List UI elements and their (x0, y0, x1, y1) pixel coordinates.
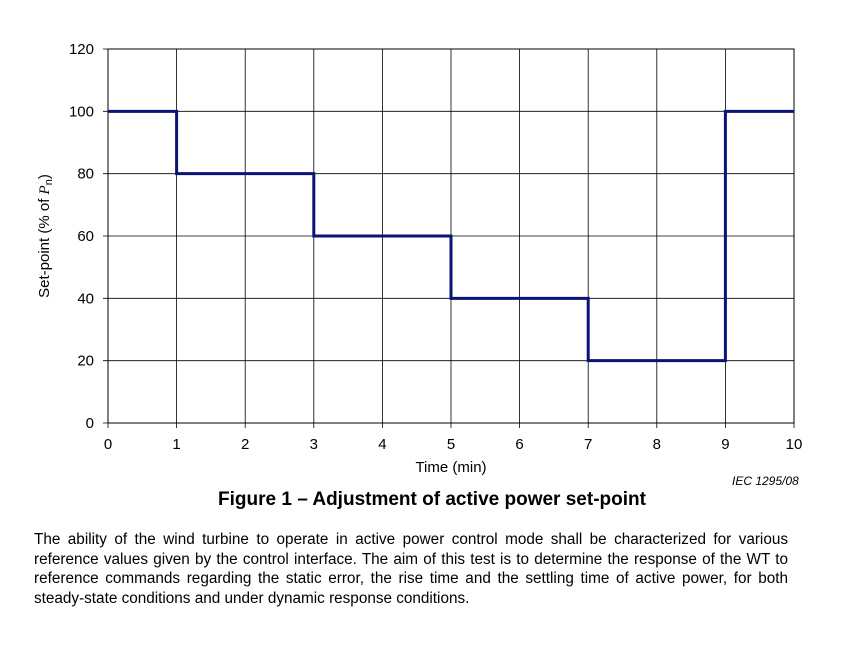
y-tick-label: 0 (86, 415, 94, 432)
x-axis-label: Time (min) (415, 459, 486, 476)
y-tick-label: 100 (69, 103, 94, 120)
x-tick-label: 9 (721, 436, 729, 453)
body-paragraph: The ability of the wind turbine to opera… (34, 531, 788, 607)
y-tick-label: 20 (77, 353, 94, 370)
x-axis-ticks: 0 1 2 3 4 5 6 7 8 9 10 (104, 436, 803, 453)
x-tick-label: 4 (378, 436, 386, 453)
plot-area (107, 48, 795, 424)
y-tick-label: 60 (77, 228, 94, 245)
x-tick-label: 7 (584, 436, 592, 453)
y-tick-label: 120 (69, 41, 94, 58)
x-tick-label: 8 (653, 436, 661, 453)
x-tick-label: 0 (104, 436, 112, 453)
source-note: IEC 1295/08 (732, 474, 799, 488)
series-group (108, 109, 794, 363)
figure-caption: Figure 1 – Adjustment of active power se… (218, 489, 646, 510)
y-axis-label: Set-point (% of Pn) (36, 174, 55, 298)
y-axis-label-main: Set-point (% of (36, 194, 53, 297)
y-tick-label: 40 (77, 290, 94, 307)
x-tick-label: 5 (447, 436, 455, 453)
x-tick-label: 3 (310, 436, 318, 453)
y-axis-ticks: 0 20 40 60 80 100 120 (69, 41, 94, 432)
x-tick-label: 10 (786, 436, 803, 453)
x-tick-label: 1 (172, 436, 180, 453)
grid (103, 48, 795, 428)
x-tick-label: 2 (241, 436, 249, 453)
y-axis-label-sub: n (43, 179, 55, 185)
y-axis-label-var: P (37, 185, 53, 195)
y-axis-label-close: ) (36, 174, 53, 179)
series-line (108, 109, 794, 363)
x-tick-label: 6 (515, 436, 523, 453)
y-tick-label: 80 (77, 166, 94, 183)
